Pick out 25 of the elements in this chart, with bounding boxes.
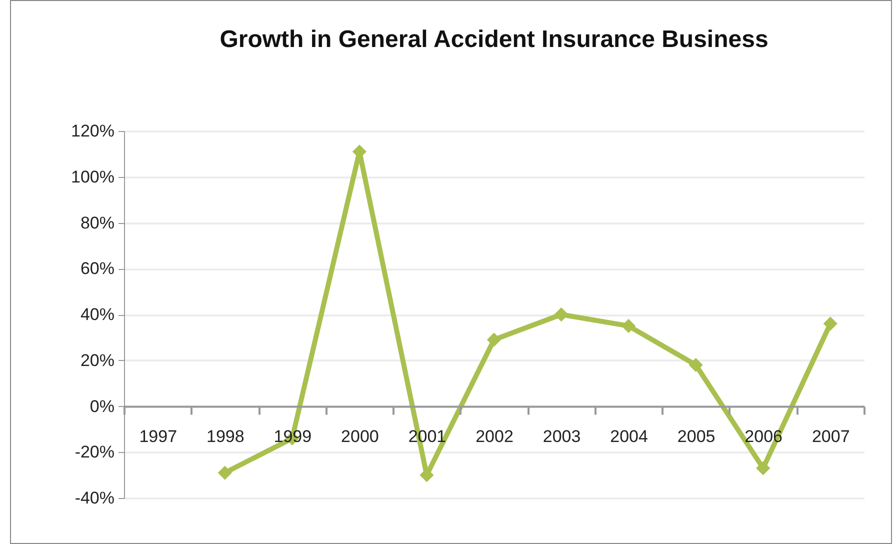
point [218,466,232,480]
y-tick-label: 120% [71,122,114,140]
point [823,316,838,331]
point [688,358,703,372]
y-tick-label: 80% [80,213,114,232]
point [486,332,502,347]
point [756,461,770,476]
x-tick-label: 1997 [139,426,178,446]
point [621,318,636,334]
point [554,307,568,322]
x-tick-label: 2000 [341,426,379,446]
y-tick-label: 60% [80,259,114,278]
x-tick-label: 1998 [206,426,244,446]
x-tick-label: 2007 [812,426,850,446]
chart-title: Growth in General Accident Insurance Business [220,26,768,53]
x-tick-label: 2002 [476,426,514,446]
y-tick-label: -40% [74,488,114,508]
y-tick-label: 100% [71,167,114,186]
y-tick-label: -20% [74,442,114,462]
y-tick-label: 40% [80,305,114,324]
x-tick-label: 2004 [610,426,648,446]
x-tick-label: 2005 [677,426,716,446]
x-tick-label: 2003 [542,426,581,446]
y-tick-label: 0% [90,396,114,416]
y-tick-label: 20% [80,350,114,370]
